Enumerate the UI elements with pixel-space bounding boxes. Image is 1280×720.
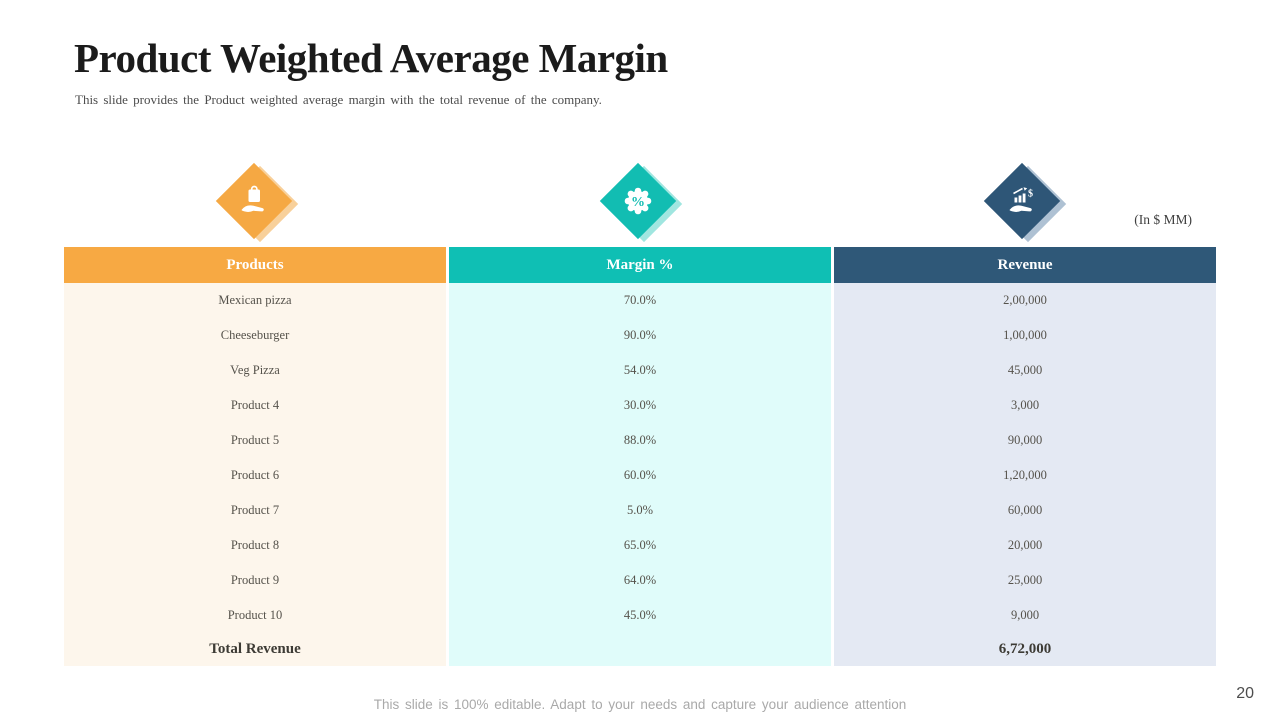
product-cell: Product 6	[64, 458, 446, 493]
product-cell: Product 8	[64, 528, 446, 563]
product-cell: Product 4	[64, 388, 446, 423]
revenue-diamond: $	[979, 160, 1069, 246]
margin-cell: 30.0%	[449, 388, 831, 423]
margin-cell: 60.0%	[449, 458, 831, 493]
product-cell: Product 10	[64, 598, 446, 633]
revenue-cell: 45,000	[834, 353, 1216, 388]
table-row: Cheeseburger 90.0% 1,00,000	[64, 318, 1216, 353]
total-label-cell: Total Revenue	[64, 633, 446, 666]
table-row: Product 6 60.0% 1,20,000	[64, 458, 1216, 493]
column-header-margin: Margin %	[449, 247, 831, 283]
slide-subtitle: This slide provides the Product weighted…	[75, 92, 602, 107]
revenue-cell: 60,000	[834, 493, 1216, 528]
table-row: Product 10 45.0% 9,000	[64, 598, 1216, 633]
product-cell: Product 5	[64, 423, 446, 458]
percent-glyph: %	[631, 195, 645, 210]
table-row: Product 8 65.0% 20,000	[64, 528, 1216, 563]
margin-cell: 64.0%	[449, 563, 831, 598]
column-header-revenue: Revenue	[834, 247, 1216, 283]
page-number: 20	[1236, 685, 1254, 702]
table-row: Product 9 64.0% 25,000	[64, 563, 1216, 598]
revenue-cell: 20,000	[834, 528, 1216, 563]
revenue-cell: 1,00,000	[834, 318, 1216, 353]
revenue-cell: 90,000	[834, 423, 1216, 458]
product-cell: Mexican pizza	[64, 283, 446, 318]
percent-badge-icon: %	[624, 187, 652, 215]
total-revenue-cell: 6,72,000	[834, 633, 1216, 666]
table-row: Product 4 30.0% 3,000	[64, 388, 1216, 423]
margin-cell: 90.0%	[449, 318, 831, 353]
margin-diamond: %	[595, 160, 685, 246]
margin-cell: 45.0%	[449, 598, 831, 633]
column-header-products: Products	[64, 247, 446, 283]
page-title: Product Weighted Average Margin	[74, 35, 668, 81]
hand-holding-bag-icon	[241, 185, 264, 212]
product-cell: Cheeseburger	[64, 318, 446, 353]
table-total-row: Total Revenue 6,72,000	[64, 633, 1216, 666]
editable-disclaimer: This slide is 100% editable. Adapt to yo…	[373, 697, 907, 712]
dollar-glyph: $	[1028, 189, 1033, 200]
unit-note: (In $ MM)	[1134, 212, 1192, 227]
products-diamond	[211, 160, 301, 246]
product-cell: Product 7	[64, 493, 446, 528]
margin-cell: 54.0%	[449, 353, 831, 388]
product-cell: Product 9	[64, 563, 446, 598]
product-cell: Veg Pizza	[64, 353, 446, 388]
table-row: Product 7 5.0% 60,000	[64, 493, 1216, 528]
revenue-cell: 1,20,000	[834, 458, 1216, 493]
revenue-cell: 2,00,000	[834, 283, 1216, 318]
revenue-cell: 3,000	[834, 388, 1216, 423]
table-header-row: Products Margin % Revenue	[64, 247, 1216, 283]
revenue-cell: 25,000	[834, 563, 1216, 598]
table-row: Mexican pizza 70.0% 2,00,000	[64, 283, 1216, 318]
margin-table: Products Margin % Revenue Mexican pizza …	[64, 247, 1216, 666]
table-row: Product 5 88.0% 90,000	[64, 423, 1216, 458]
table-row: Veg Pizza 54.0% 45,000	[64, 353, 1216, 388]
margin-cell: 5.0%	[449, 493, 831, 528]
total-margin-cell	[449, 633, 831, 666]
revenue-cell: 9,000	[834, 598, 1216, 633]
margin-cell: 65.0%	[449, 528, 831, 563]
margin-cell: 88.0%	[449, 423, 831, 458]
margin-cell: 70.0%	[449, 283, 831, 318]
hand-holding-profit-icon: $	[1009, 187, 1033, 212]
